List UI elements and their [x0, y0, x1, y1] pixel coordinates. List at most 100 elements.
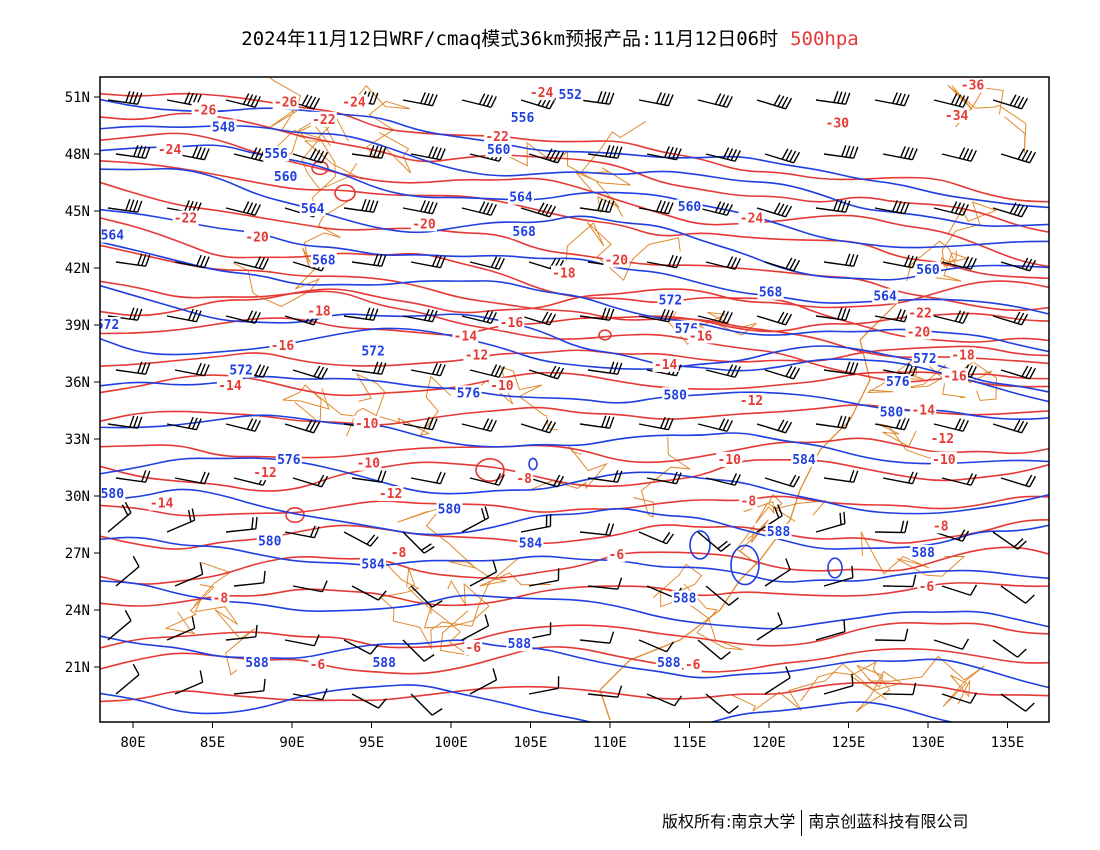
wind-barb [933, 201, 969, 216]
contour-label-bg [509, 109, 536, 125]
contour-label-bg [507, 189, 534, 205]
temperature-isoline [100, 181, 1049, 312]
wind-barb [992, 311, 1029, 326]
copyright-text: 版权所有:南京大学 [662, 812, 796, 831]
wind-barb [520, 202, 557, 218]
lon-tick-label: 95E [359, 735, 384, 751]
contour-label-bg [355, 455, 382, 471]
wind-barb [343, 198, 379, 213]
wind-barb [351, 361, 387, 375]
contour-label-bg [917, 579, 936, 595]
border-line [565, 221, 681, 281]
wind-barb [941, 256, 977, 270]
contour-label-bg [931, 518, 950, 534]
height-isoline [100, 684, 956, 722]
contour-label-bg [739, 493, 758, 509]
contour-label: 556 [264, 147, 288, 162]
temperature-isoline [100, 681, 1049, 703]
wind-barb [166, 308, 202, 323]
wind-barb [646, 254, 682, 269]
lat-tick-label: 39N [65, 318, 90, 334]
wind-barb [115, 144, 151, 159]
wind-barb [343, 639, 379, 655]
height-cell [730, 544, 760, 586]
wind-barb [174, 670, 204, 695]
contour-label: -6 [685, 658, 701, 673]
contour-label: -10 [718, 453, 742, 468]
wind-barb [579, 523, 615, 536]
temperature-contours [100, 92, 1049, 703]
contour-label-bg [757, 284, 784, 300]
lat-tick-label: 36N [65, 375, 90, 391]
lon-tick-label: 85E [200, 735, 225, 751]
height-isoline [100, 144, 1049, 249]
wind-barb [520, 311, 557, 326]
wind-barb [461, 418, 497, 432]
lat-tick-label: 30N [65, 489, 90, 505]
contour-label-bg [484, 128, 511, 144]
height-isoline [100, 580, 1049, 630]
wind-barb [815, 90, 851, 105]
contour-label: -10 [357, 457, 381, 472]
contour-label: 584 [792, 453, 816, 468]
wind-barb [166, 616, 196, 641]
temperature-isoline [100, 217, 1049, 343]
contour-label-bg [907, 305, 934, 321]
wind-barb [107, 90, 143, 105]
wind-barb [461, 93, 497, 108]
contour-label-bg [910, 545, 937, 560]
contour-label: -16 [689, 329, 713, 344]
wind-barb [941, 147, 977, 162]
contour-label: 564 [301, 202, 325, 217]
contour-label-bg [353, 415, 380, 431]
wind-barb [579, 415, 615, 429]
contour-label-bg [790, 451, 817, 467]
height-isoline [100, 488, 1049, 550]
border-line [266, 123, 336, 212]
wind-barb [756, 94, 793, 110]
wind-barb [351, 693, 387, 709]
temperature-cell [475, 457, 505, 482]
contour-label: 576 [886, 375, 910, 390]
wind-barb [402, 531, 435, 554]
contour-label-bg [464, 640, 483, 655]
border-line [164, 584, 215, 635]
contour-label: 580 [438, 502, 462, 517]
border-line [856, 655, 985, 708]
wind-barb [1000, 148, 1037, 164]
contour-label-bg [100, 317, 121, 332]
contour-label-bg [263, 146, 290, 161]
contour-label: -12 [379, 487, 402, 502]
wind-barb [933, 638, 970, 650]
contour-label: 588 [245, 656, 269, 671]
wind-barb [697, 418, 733, 432]
wind-barb [823, 565, 854, 587]
wind-barb [764, 666, 791, 695]
contour-label-bg [251, 465, 278, 481]
wind-barb [469, 668, 498, 695]
temperature-isoline [100, 160, 1049, 280]
contour-label: -20 [605, 253, 629, 268]
wind-barb [705, 256, 741, 270]
wind-barb [587, 470, 623, 483]
contour-label: -12 [253, 466, 276, 481]
contour-label-bg [498, 315, 525, 331]
height-isoline [100, 125, 1049, 227]
wind-barb [115, 361, 151, 375]
wind-barb [638, 308, 674, 323]
wind-barb [343, 531, 379, 547]
border-line [735, 519, 769, 566]
wind-barb [402, 308, 438, 323]
wind-barb [638, 92, 674, 107]
contour-label-bg [683, 657, 702, 673]
contour-label-bg [949, 347, 976, 363]
contour-label: -12 [465, 348, 488, 363]
wind-barb [292, 688, 328, 701]
wind-barb [579, 90, 615, 105]
wind-barb [292, 474, 329, 488]
contour-label: -26 [274, 96, 298, 111]
wind-barb [410, 471, 446, 485]
contour-label-bg [191, 102, 218, 118]
temperature-isoline [100, 280, 1049, 317]
wind-barb [874, 628, 909, 642]
